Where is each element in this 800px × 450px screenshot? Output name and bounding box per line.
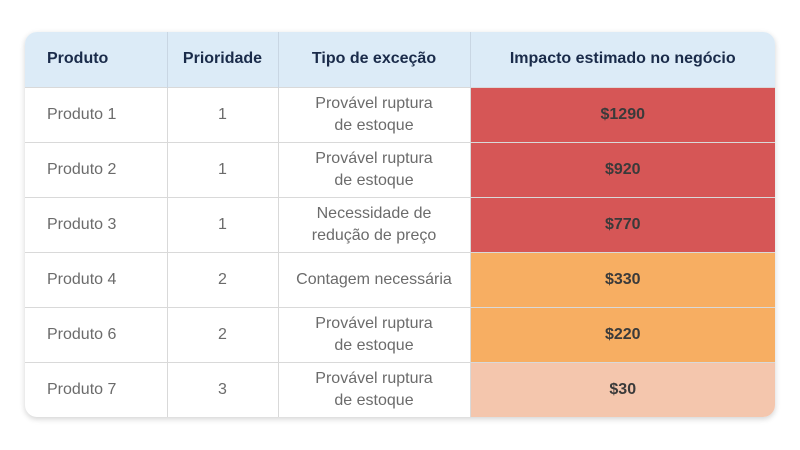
table-header-row: Produto Prioridade Tipo de exceção Impac… xyxy=(25,32,775,87)
tipo-line-2: redução de preço xyxy=(311,226,437,244)
header-produto[interactable]: Produto xyxy=(25,32,168,87)
cell-produto: Produto 2 xyxy=(25,141,168,197)
cell-produto: Produto 7 xyxy=(25,361,168,417)
cell-impacto: $770 xyxy=(470,196,775,252)
tipo-line-2: de estoque xyxy=(334,116,414,134)
tipo-line-1: Provável ruptura xyxy=(315,94,433,112)
table-row[interactable]: Produto 6 2 Provável ruptura de estoque $… xyxy=(25,306,775,362)
table-row[interactable]: Produto 4 2 Contagem necessária $330 xyxy=(25,251,775,307)
cell-prioridade: 1 xyxy=(167,196,279,252)
tipo-line-1: Provável ruptura xyxy=(315,314,433,332)
exceptions-table-card: Produto Prioridade Tipo de exceção Impac… xyxy=(25,32,775,417)
cell-produto: Produto 4 xyxy=(25,251,168,307)
tipo-line-2: de estoque xyxy=(334,336,414,354)
header-prioridade[interactable]: Prioridade xyxy=(167,32,279,87)
cell-tipo-excecao: Provável ruptura de estoque xyxy=(278,306,471,362)
cell-prioridade: 2 xyxy=(167,306,279,362)
cell-produto: Produto 3 xyxy=(25,196,168,252)
table-row[interactable]: Produto 3 1 Necessidade de redução de pre… xyxy=(25,196,775,252)
cell-prioridade: 2 xyxy=(167,251,279,307)
exceptions-table: Produto Prioridade Tipo de exceção Impac… xyxy=(25,32,775,417)
cell-impacto: $30 xyxy=(470,361,775,417)
table-row[interactable]: Produto 2 1 Provável ruptura de estoque $… xyxy=(25,141,775,197)
cell-prioridade: 3 xyxy=(167,361,279,417)
cell-tipo-excecao: Provável ruptura de estoque xyxy=(278,361,471,417)
cell-impacto: $330 xyxy=(470,251,775,307)
cell-produto: Produto 1 xyxy=(25,86,168,142)
table-row[interactable]: Produto 1 1 Provável ruptura de estoque $… xyxy=(25,86,775,142)
cell-impacto: $920 xyxy=(470,141,775,197)
cell-produto: Produto 6 xyxy=(25,306,168,362)
cell-impacto: $220 xyxy=(470,306,775,362)
tipo-line-1: Provável ruptura xyxy=(315,369,433,387)
cell-tipo-excecao: Necessidade de redução de preço xyxy=(278,196,471,252)
tipo-line-2: de estoque xyxy=(334,391,414,409)
cell-prioridade: 1 xyxy=(167,86,279,142)
cell-tipo-excecao: Provável ruptura de estoque xyxy=(278,141,471,197)
cell-prioridade: 1 xyxy=(167,141,279,197)
header-tipo-excecao[interactable]: Tipo de exceção xyxy=(278,32,471,87)
cell-tipo-excecao: Provável ruptura de estoque xyxy=(278,86,471,142)
table-row[interactable]: Produto 7 3 Provável ruptura de estoque $… xyxy=(25,361,775,417)
cell-impacto: $1290 xyxy=(470,86,775,142)
tipo-line-1: Provável ruptura xyxy=(315,149,433,167)
tipo-line-1: Necessidade de xyxy=(316,204,432,222)
header-impacto[interactable]: Impacto estimado no negócio xyxy=(509,50,736,68)
tipo-line-1: Contagem necessária xyxy=(296,270,452,288)
cell-tipo-excecao: Contagem necessária xyxy=(278,251,471,307)
tipo-line-2: de estoque xyxy=(334,171,414,189)
